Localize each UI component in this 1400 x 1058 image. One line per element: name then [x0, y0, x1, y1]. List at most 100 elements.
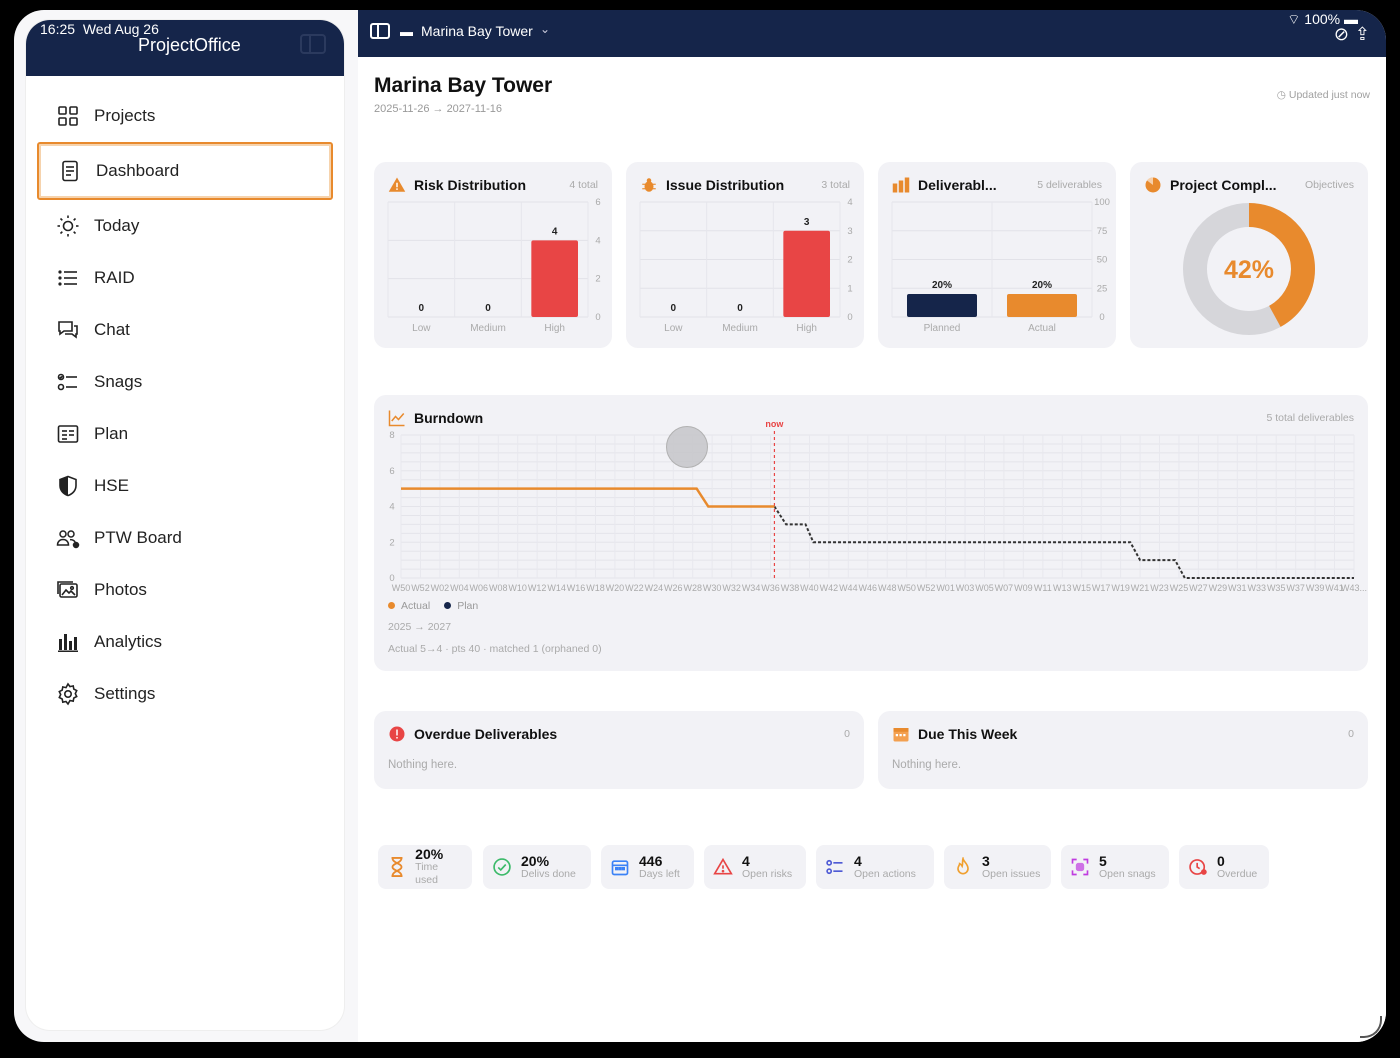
card-title: Overdue Deliverables [414, 726, 558, 742]
x-tick-label: W02 [431, 583, 450, 593]
x-tick-label: W05 [975, 583, 994, 593]
sidebar-item-ptw-board[interactable]: PTW Board [26, 512, 344, 564]
donut-complete [1183, 203, 1315, 335]
data-label: 20% [1032, 280, 1052, 291]
card-count: 0 [1348, 728, 1354, 740]
sidebar-item-snags[interactable]: Snags [26, 356, 344, 408]
x-tick-label: Low [412, 323, 431, 334]
x-tick-label: W14 [547, 583, 566, 593]
sidebar-item-analytics[interactable]: Analytics [26, 616, 344, 668]
sidebar-header: 16:25 Wed Aug 26 ProjectOffice [26, 20, 344, 76]
x-tick-label: W04 [450, 583, 469, 593]
sidebar-item-label: Photos [94, 580, 147, 599]
sidebar-item-plan[interactable]: Plan [26, 408, 344, 460]
people-icon [56, 526, 80, 550]
overdue-deliverables-card[interactable]: Overdue Deliverables 0 Nothing here. [374, 711, 864, 789]
due-this-week-card[interactable]: Due This Week 0 Nothing here. [878, 711, 1368, 789]
x-tick-label: W09 [1014, 583, 1033, 593]
sidebar-item-label: Projects [94, 106, 156, 125]
sidebar-item-label: Today [94, 216, 140, 235]
y-tick-label: 25 [1097, 283, 1108, 294]
card-title: Deliverabl... [918, 177, 997, 193]
bar [531, 240, 578, 317]
stat-overdue[interactable]: 0 Overdue [1179, 845, 1269, 889]
sidebar-toggle-icon[interactable] [300, 34, 326, 54]
x-tick-label: W03 [956, 583, 975, 593]
y-tick-label: 1 [847, 283, 852, 294]
burndown-range: 2025 → 2027 [388, 621, 452, 633]
page-title: Marina Bay Tower [374, 74, 553, 97]
burndown-card[interactable]: Burndown 5 total deliverables 8 6 4 2 0 W50 W5… [374, 395, 1368, 671]
sidebar-item-raid[interactable]: RAID [26, 252, 344, 304]
x-tick-label: W38 [781, 583, 800, 593]
battery-status: ⌔ 100% ▬ [1287, 11, 1358, 27]
deliverables-bar-chart: 100 75 50 25 0 20% Planned 20% Actual [891, 197, 1110, 334]
data-label: 0 [671, 303, 677, 314]
x-tick-label: W13 [1053, 583, 1072, 593]
bar-chart-icon [892, 176, 910, 194]
y-tick-label: 75 [1097, 226, 1108, 237]
stat-open-actions[interactable]: 4 Open actions [816, 845, 934, 889]
x-tick-label: W48 [878, 583, 897, 593]
project-dates: 2025-11-26 → 2027-11-16 [374, 103, 503, 115]
data-label: 0 [485, 303, 491, 314]
plan-icon [56, 422, 80, 446]
bar [1007, 294, 1077, 317]
hourglass-icon [386, 856, 407, 878]
x-tick-label: W44 [839, 583, 858, 593]
chart-legend: Actual Plan [388, 600, 478, 612]
card-title: Burndown [414, 410, 484, 426]
sidebar-icon[interactable] [370, 23, 390, 39]
stat-open-snags[interactable]: 5 Open snags [1061, 845, 1169, 889]
x-tick-label: Low [664, 323, 683, 334]
y-tick-label: 0 [595, 312, 600, 323]
x-tick-label: W30 [703, 583, 722, 593]
x-tick-label: W31 [1228, 583, 1247, 593]
data-label: 3 [804, 217, 810, 228]
issue-distribution-card[interactable]: Issue Distribution 3 total 4 3 2 1 0 0 Low 0 Med… [626, 162, 864, 348]
sidebar-item-photos[interactable]: Photos [26, 564, 344, 616]
trend-icon [388, 409, 406, 427]
x-tick-label: W23 [1150, 583, 1169, 593]
sidebar-item-projects[interactable]: Projects [26, 90, 344, 142]
sidebar-item-label: Plan [94, 424, 129, 443]
x-tick-label: W06 [470, 583, 489, 593]
x-tick-label: W28 [683, 583, 702, 593]
stat-days-left[interactable]: 446 Days left [601, 845, 694, 889]
gear-icon [56, 682, 80, 706]
sidebar-item-settings[interactable]: Settings [26, 668, 344, 720]
stat-delivs-done[interactable]: 20% Delivs done [483, 845, 591, 889]
x-tick-label: Actual [1028, 323, 1056, 334]
x-tick-label: W39 [1306, 583, 1325, 593]
card-meta: 3 total [821, 179, 850, 191]
stat-open-risks[interactable]: 4 Open risks [704, 845, 806, 889]
sidebar-item-chat[interactable]: Chat [26, 304, 344, 356]
x-tick-label: W01 [936, 583, 955, 593]
chevron-down-icon[interactable]: ⌄ [540, 22, 551, 36]
share-icon[interactable]: ⊘⇪ [1333, 24, 1376, 44]
data-label: 4 [552, 226, 558, 237]
stat-open-issues[interactable]: 3 Open issues [944, 845, 1051, 889]
project-switcher[interactable]: Marina Bay Tower [421, 23, 533, 39]
now-marker-label: now [765, 419, 784, 429]
y-tick-label: 100 [1094, 197, 1110, 208]
sidebar-item-label: RAID [94, 268, 135, 287]
updated-status: ◷ Updated just now [1276, 89, 1370, 101]
sidebar-item-label: Chat [94, 320, 130, 339]
sidebar-item-today[interactable]: Today [26, 200, 344, 252]
risk-distribution-card[interactable]: Risk Distribution 4 total 6 4 2 0 0 Low 0 Mediu… [374, 162, 612, 348]
y-tick-label: 2 [389, 537, 394, 548]
touch-pointer [666, 426, 708, 468]
sidebar-item-dashboard[interactable]: Dashboard [37, 142, 333, 200]
project-completion-card[interactable]: Project Compl... Objectives 42% [1130, 162, 1368, 348]
sidebar-item-hse[interactable]: HSE [26, 460, 344, 512]
card-meta: 5 deliverables [1037, 179, 1102, 191]
stat-time-used[interactable]: 20% Time used [378, 845, 472, 889]
data-label: 0 [737, 303, 743, 314]
checklist-icon [824, 856, 846, 878]
deliverables-card[interactable]: Deliverabl... 5 deliverables 100 75 50 25 0 2… [878, 162, 1116, 348]
sidebar-item-label: Settings [94, 684, 156, 703]
x-tick-label: W50 [897, 583, 916, 593]
x-tick-label: W18 [586, 583, 605, 593]
x-tick-label: W36 [761, 583, 780, 593]
